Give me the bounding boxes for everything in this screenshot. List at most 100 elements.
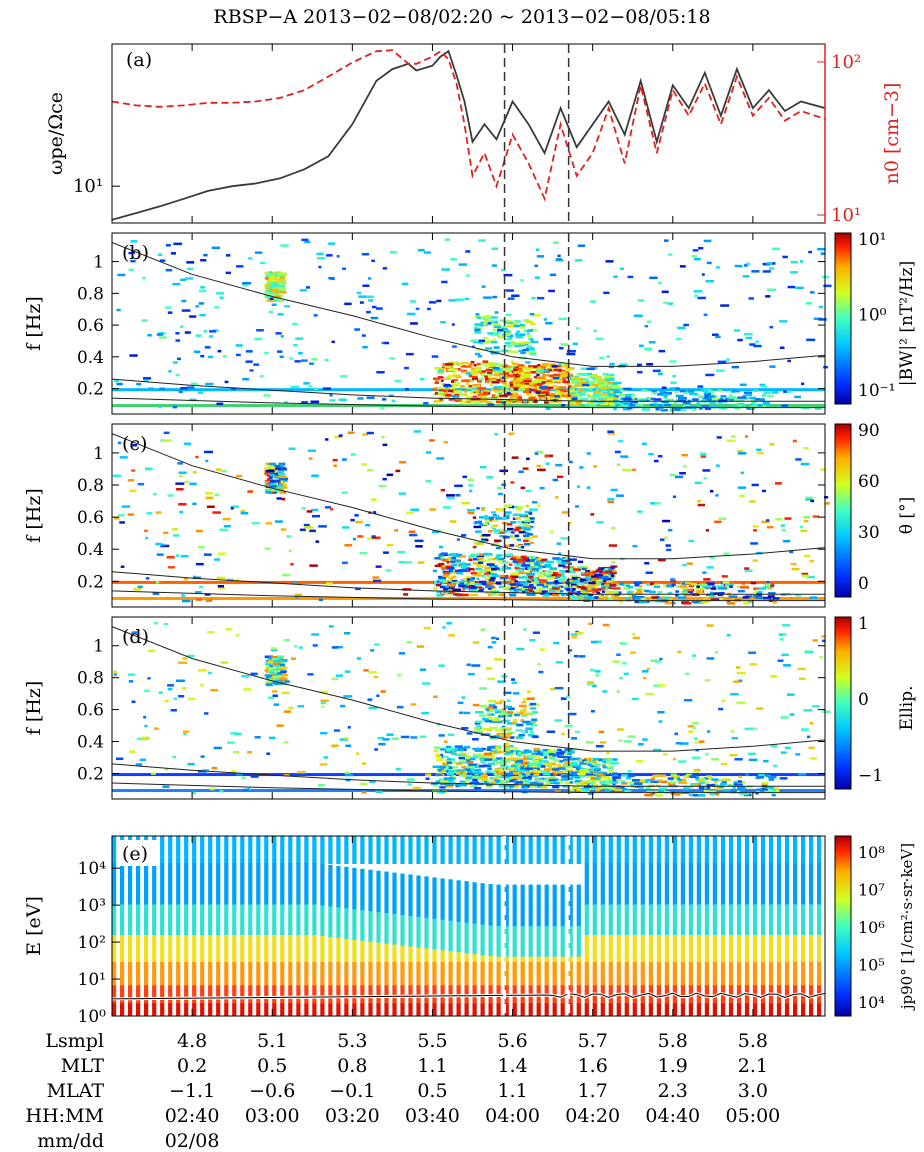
- ytick-label-b: 0.2: [77, 380, 104, 400]
- spectral-pixel: [584, 572, 588, 575]
- energy-cell: [497, 926, 501, 958]
- spectral-pixel: [117, 309, 121, 312]
- spectral-pixel: [513, 369, 517, 372]
- spectral-pixel: [790, 271, 798, 274]
- spectral-pixel: [646, 572, 653, 575]
- spectral-pixel: [530, 703, 536, 706]
- spectral-pixel: [606, 759, 613, 762]
- spectral-pixel: [742, 582, 746, 585]
- spectral-pixel: [464, 390, 467, 393]
- spectral-pixel: [290, 563, 293, 566]
- spectral-pixel: [580, 781, 588, 784]
- spectral-pixel: [660, 539, 665, 542]
- spectral-pixel: [158, 406, 161, 409]
- spectral-pixel: [603, 580, 606, 583]
- spectral-pixel: [825, 502, 830, 505]
- energy-cell: [288, 935, 292, 963]
- spectral-pixel: [727, 602, 735, 605]
- energy-cell: [216, 836, 220, 864]
- spectral-pixel: [579, 759, 582, 762]
- spectral-pixel: [752, 484, 759, 487]
- spectral-pixel: [491, 511, 496, 514]
- spectral-pixel: [498, 364, 504, 367]
- spectral-pixel: [186, 261, 194, 264]
- spectral-pixel: [552, 594, 559, 597]
- spectral-pixel: [487, 707, 494, 710]
- spectral-pixel: [512, 722, 516, 725]
- energy-cell: [513, 926, 517, 958]
- spectral-pixel: [538, 671, 543, 674]
- spectral-pixel: [187, 386, 195, 389]
- spectral-pixel: [563, 390, 567, 393]
- energy-cell: [625, 863, 629, 905]
- spectral-pixel: [489, 517, 495, 520]
- spectral-pixel: [514, 714, 520, 717]
- spectral-pixel: [737, 389, 746, 392]
- spectral-pixel: [519, 370, 523, 373]
- spectral-pixel: [168, 311, 173, 314]
- energy-cell: [184, 863, 188, 905]
- spectral-pixel: [337, 255, 340, 258]
- spectral-pixel: [457, 572, 463, 575]
- spectral-pixel: [551, 776, 556, 779]
- energy-cell: [232, 836, 236, 864]
- spectral-pixel: [635, 404, 643, 407]
- energy-cell: [248, 904, 252, 936]
- spectral-pixel: [329, 399, 335, 402]
- spectral-pixel: [710, 793, 716, 796]
- spectral-pixel: [501, 517, 507, 520]
- spectral-pixel: [599, 577, 608, 580]
- spectral-pixel: [532, 535, 537, 538]
- spectral-pixel: [535, 581, 540, 584]
- energy-cell: [224, 1003, 228, 1017]
- energy-cell: [128, 962, 132, 986]
- spectral-pixel: [372, 535, 376, 538]
- spectral-pixel: [532, 380, 539, 383]
- spectral-pixel: [450, 560, 455, 563]
- energy-cell: [593, 1003, 597, 1017]
- spectral-pixel: [433, 570, 437, 573]
- spectral-pixel: [698, 297, 706, 300]
- spectral-pixel: [165, 439, 172, 442]
- spectral-pixel: [328, 242, 335, 245]
- spectral-pixel: [545, 322, 552, 325]
- spectral-pixel: [390, 251, 397, 254]
- spectral-pixel: [162, 786, 169, 789]
- spectral-pixel: [311, 401, 320, 404]
- spectral-pixel: [606, 782, 611, 785]
- spectral-pixel: [531, 719, 537, 722]
- energy-cell: [160, 904, 164, 936]
- energy-cell: [224, 985, 228, 1004]
- spectral-pixel: [729, 585, 733, 588]
- spectral-pixel: [278, 485, 282, 488]
- spectral-pixel: [702, 273, 705, 276]
- spectral-pixel: [634, 315, 643, 318]
- spectral-pixel: [515, 333, 519, 336]
- energy-cell: [200, 836, 204, 864]
- spectral-pixel: [382, 342, 385, 345]
- spectral-pixel: [114, 673, 117, 676]
- spectral-pixel: [803, 516, 810, 519]
- energy-cell: [432, 1003, 436, 1017]
- energy-cell: [280, 962, 284, 986]
- spectral-pixel: [472, 377, 478, 380]
- spectral-pixel: [822, 276, 829, 279]
- spectral-pixel: [492, 519, 498, 522]
- spectral-pixel: [540, 487, 545, 490]
- energy-cell: [617, 904, 621, 936]
- spectral-pixel: [537, 255, 544, 258]
- spectral-pixel: [698, 385, 704, 388]
- spectral-pixel: [704, 392, 707, 395]
- spectral-pixel: [622, 469, 630, 472]
- spectral-pixel: [682, 564, 686, 567]
- spectral-pixel: [648, 453, 654, 456]
- energy-cell: [200, 1003, 204, 1017]
- spectral-pixel: [644, 562, 649, 565]
- spectral-pixel: [255, 338, 263, 341]
- spectral-pixel: [590, 669, 595, 672]
- spectral-pixel: [495, 582, 501, 585]
- spectral-pixel: [685, 673, 689, 676]
- energy-cell: [304, 935, 308, 963]
- spectral-pixel: [745, 435, 748, 438]
- energy-cell: [264, 935, 268, 963]
